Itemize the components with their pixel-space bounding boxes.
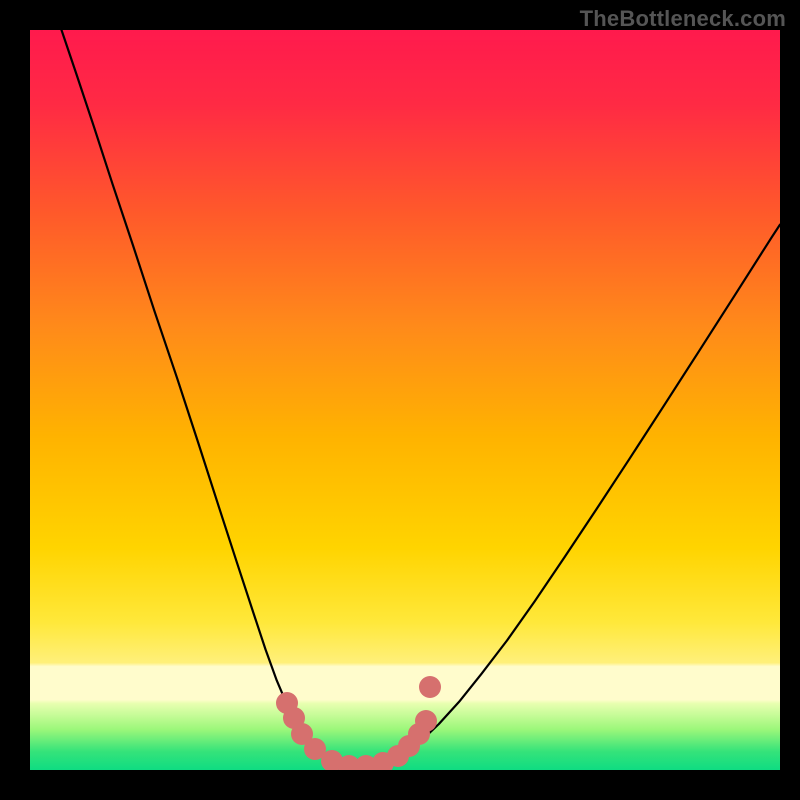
plot-area xyxy=(30,30,780,770)
valley-marker xyxy=(415,710,437,732)
frame-right xyxy=(780,0,800,800)
valley-markers xyxy=(30,30,780,770)
watermark-text: TheBottleneck.com xyxy=(580,6,786,32)
frame-bottom xyxy=(0,770,800,800)
frame-left xyxy=(0,0,30,800)
valley-marker xyxy=(419,676,441,698)
